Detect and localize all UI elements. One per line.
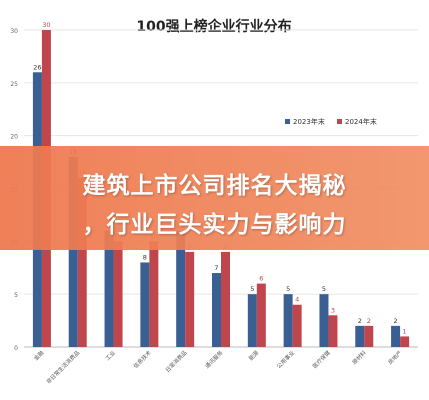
x-tick-label: 日常消费品	[163, 348, 188, 373]
y-tick-label: 20	[10, 134, 18, 141]
bar-value-label: 2	[394, 317, 398, 325]
bar-value-label: 8	[143, 253, 147, 261]
bar	[221, 251, 230, 347]
y-tick-label: 5	[14, 292, 18, 299]
x-tick-label: 医疗保健	[311, 348, 333, 370]
x-tick-label: 工业	[104, 348, 118, 362]
bar-value-label: 3	[331, 306, 335, 314]
chart-title: 100强上榜企业行业分布	[136, 18, 291, 35]
bar	[319, 294, 329, 347]
x-tick-label: 非日常生活消费品	[44, 348, 81, 385]
bar	[68, 156, 78, 347]
legend-swatch	[337, 119, 342, 124]
bar-value-label: 6	[259, 275, 263, 283]
y-tick-label: 25	[10, 81, 18, 88]
bar	[104, 230, 114, 347]
legend: 2023年末 2024年末	[285, 117, 377, 126]
bar-value-label: 2	[367, 317, 371, 325]
x-axis: 金融 非日常生活消费品 工业 信息技术 日常消费品 通讯服务 能源 公用事业 医疗保健 原材料 房地…	[32, 348, 404, 385]
bar	[400, 336, 410, 347]
bar-value-label: 5	[286, 285, 290, 293]
bar	[176, 230, 186, 347]
bar	[256, 283, 266, 347]
legend-label: 2024年末	[345, 117, 377, 126]
bar	[113, 241, 123, 347]
bar-value-label: 1	[403, 327, 407, 335]
bar-value-label: 5	[322, 285, 326, 293]
legend-label: 2023年末	[293, 117, 325, 126]
x-tick-label: 原材料	[350, 348, 368, 366]
y-tick-label: 30	[10, 28, 18, 35]
bar	[140, 262, 150, 347]
legend-swatch	[285, 119, 290, 124]
bar	[328, 315, 338, 347]
x-tick-label: 能源	[247, 348, 261, 362]
bar-value-label: 4	[295, 296, 299, 304]
x-tick-label: 房地产	[386, 348, 404, 366]
bar-value-label: 30	[42, 21, 50, 29]
bar-value-label: 5	[250, 285, 254, 293]
bar	[212, 273, 221, 347]
x-tick-label: 金融	[32, 348, 46, 362]
bar	[292, 304, 302, 347]
bar	[247, 294, 257, 347]
bar	[185, 251, 195, 347]
bar	[355, 325, 365, 347]
y-tick-label: 0	[14, 345, 18, 352]
bar	[77, 177, 87, 347]
bar	[149, 241, 159, 347]
bar	[364, 325, 374, 347]
bar	[391, 325, 401, 347]
x-tick-label: 信息技术	[132, 348, 154, 370]
x-tick-label: 公用事业	[275, 348, 297, 370]
banner-headline-line-1: 建筑上市公司排名大揭秘	[82, 173, 347, 199]
bar-value-label: 2	[358, 317, 362, 325]
bar-value-label: 26	[33, 63, 41, 71]
x-tick-label: 通讯服务	[203, 348, 225, 370]
title-banner	[0, 146, 429, 250]
banner-headline-line-2: ，行业巨头实力与影响力	[82, 212, 347, 238]
bar-value-label: 7	[214, 264, 218, 272]
bar	[283, 294, 293, 347]
